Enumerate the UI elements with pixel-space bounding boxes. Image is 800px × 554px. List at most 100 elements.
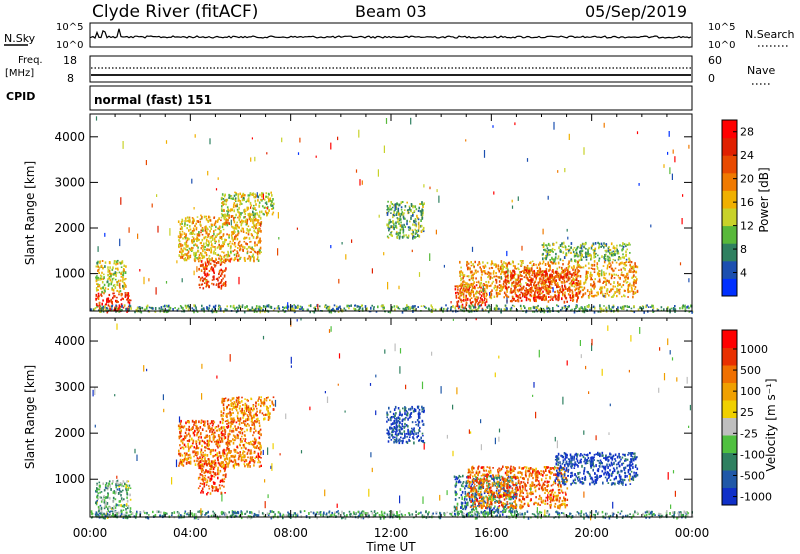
scatter-cell [212, 466, 214, 469]
scatter-cell [105, 505, 108, 509]
scatter-cell [525, 298, 528, 302]
scatter-cell [234, 204, 237, 208]
scatter-cell [487, 271, 490, 273]
scatter-cell [614, 291, 616, 294]
scatter-cell [460, 282, 463, 286]
scatter-cell [486, 261, 489, 265]
scatter-cell [205, 267, 208, 270]
scatter-cell [179, 233, 182, 236]
scatter-cell [603, 246, 605, 249]
scatter-cell [524, 293, 526, 297]
scatter-cell [508, 261, 511, 265]
scatter-cell [565, 254, 568, 257]
scatter-cell [253, 464, 255, 467]
scatter-cell [248, 308, 251, 312]
scatter-cell [201, 244, 203, 247]
scatter-cell [230, 422, 233, 425]
scatter-cell [116, 281, 118, 284]
scatter-cell [577, 269, 579, 271]
scatter-cell [590, 294, 593, 298]
scatter-cell [233, 220, 236, 224]
scatter-cell [261, 198, 263, 202]
colorbar-tick-label: 24 [740, 149, 754, 162]
scatter-cell [521, 278, 523, 281]
scatter-cell [494, 263, 497, 266]
scatter-cell [500, 310, 502, 314]
scatter-cell [188, 439, 190, 443]
scatter-cell [96, 289, 98, 292]
scatter-cell [556, 290, 559, 293]
scatter-cell [557, 284, 560, 287]
scatter-cell [107, 509, 110, 513]
scatter-cell [200, 478, 203, 481]
scatter-cell [404, 217, 406, 220]
scatter-cell [127, 292, 130, 296]
scatter-cell [100, 264, 103, 267]
scatter-cell [308, 304, 310, 307]
scatter-cell [260, 251, 262, 253]
scatter-cell [576, 271, 579, 274]
scatter-cell [506, 250, 508, 257]
scatter-cell [473, 272, 475, 275]
scatter-cell [211, 475, 214, 477]
scatter-cell [262, 205, 264, 208]
scatter-cell [202, 491, 204, 494]
scatter-cell [627, 306, 629, 308]
scatter-cell [105, 496, 107, 499]
scatter-cell [266, 212, 269, 216]
scatter-cell [200, 419, 203, 422]
scatter-cell [509, 300, 512, 303]
scatter-cell [178, 243, 180, 246]
scatter-cell [244, 220, 247, 223]
scatter-cell [108, 261, 111, 264]
scatter-cell [356, 305, 359, 308]
scatter-cell [219, 420, 222, 424]
scatter-cell [397, 207, 400, 210]
scatter-cell [487, 280, 490, 284]
scatter-cell [248, 194, 251, 197]
scatter-cell [474, 304, 476, 307]
scatter-cell [603, 242, 605, 245]
scatter-cell [112, 496, 115, 500]
scatter-cell [100, 500, 103, 503]
scatter-cell [209, 262, 212, 265]
scatter-cell [209, 468, 211, 471]
scatter-cell [273, 307, 276, 310]
scatter-cell [103, 283, 106, 287]
scatter-cell [567, 249, 570, 252]
scatter-cell [103, 506, 106, 508]
scatter-cell [200, 247, 203, 250]
scatter-cell [613, 246, 616, 250]
scatter-cell [252, 308, 254, 311]
scatter-cell [116, 299, 118, 303]
scatter-cell [212, 436, 215, 439]
scatter-cell [121, 499, 123, 502]
scatter-cell [160, 308, 162, 311]
scatter-cell [243, 420, 245, 423]
scatter-cell [204, 420, 206, 424]
scatter-cell [240, 229, 242, 232]
scatter-cell [597, 291, 599, 294]
scatter-cell [116, 488, 119, 491]
scatter-cell [207, 458, 210, 460]
scatter-cell [244, 210, 247, 212]
scatter-cell [211, 430, 213, 434]
scatter-cell [512, 269, 514, 272]
scatter-cell [594, 278, 596, 281]
scatter-cell [256, 258, 258, 261]
scatter-cell [590, 246, 593, 250]
scatter-cell [185, 305, 188, 308]
scatter-cell [634, 279, 636, 283]
scatter-cell [429, 253, 431, 261]
scatter-cell [251, 306, 254, 309]
scatter-cell [412, 205, 414, 209]
scatter-cell [233, 253, 236, 256]
scatter-cell [492, 280, 495, 283]
scatter-cell [97, 289, 99, 291]
scatter-cell [517, 267, 519, 270]
scatter-cell [205, 283, 208, 287]
scatter-cell [215, 262, 218, 265]
scatter-cell [411, 249, 413, 253]
scatter-cell [223, 218, 226, 221]
scatter-cell [325, 304, 327, 306]
